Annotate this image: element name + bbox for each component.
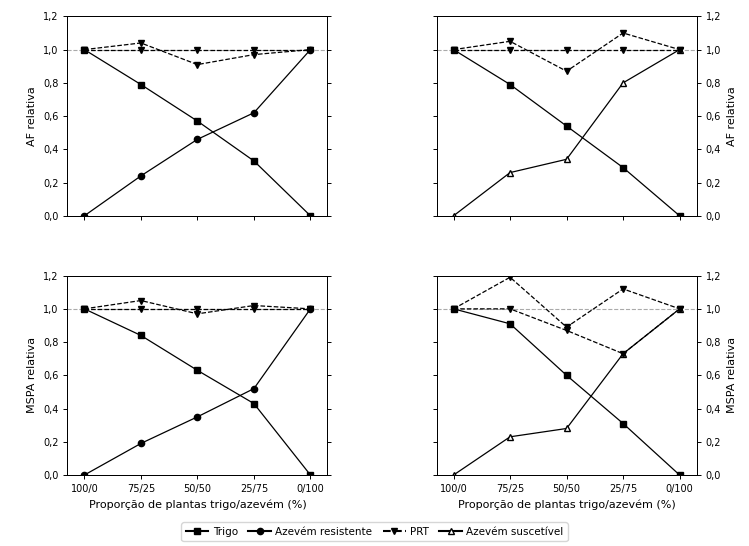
Y-axis label: AF relativa: AF relativa xyxy=(727,86,737,146)
Y-axis label: MSPA relativa: MSPA relativa xyxy=(727,337,737,413)
Y-axis label: AF relativa: AF relativa xyxy=(27,86,37,146)
Y-axis label: MSPA relativa: MSPA relativa xyxy=(27,337,37,413)
X-axis label: Proporção de plantas trigo/azevém (%): Proporção de plantas trigo/azevém (%) xyxy=(88,500,306,510)
Legend: Trigo, Azevém resistente, PRT, Azevém suscetível: Trigo, Azevém resistente, PRT, Azevém su… xyxy=(181,523,568,541)
X-axis label: Proporção de plantas trigo/azevém (%): Proporção de plantas trigo/azevém (%) xyxy=(458,500,676,510)
